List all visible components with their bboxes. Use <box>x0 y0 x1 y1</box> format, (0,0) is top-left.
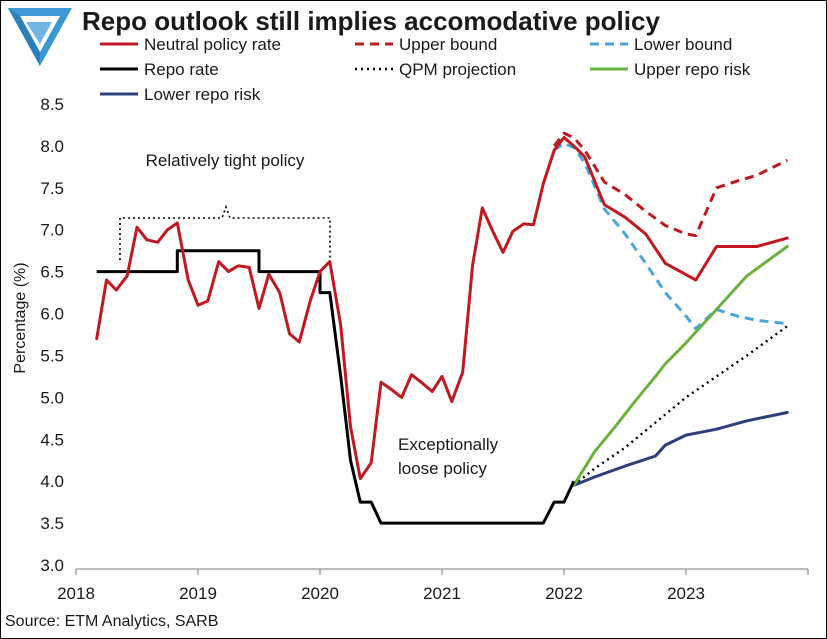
y-tick-label: 6.0 <box>40 305 64 324</box>
y-tick-label: 5.5 <box>40 346 64 365</box>
legend-item-upper_risk: Upper repo risk <box>590 60 751 79</box>
y-tick-label: 3.5 <box>40 514 64 533</box>
chart-title: Repo outlook still implies accomodative … <box>82 6 660 36</box>
y-tick-label: 8.5 <box>40 95 64 114</box>
logo-icon <box>8 8 72 66</box>
x-tick-label: 2019 <box>179 584 217 603</box>
x-tick-label: 2020 <box>301 584 339 603</box>
series-line-lower_bound <box>553 141 788 331</box>
legend-label-repo: Repo rate <box>144 60 219 79</box>
series-line-repo <box>96 249 576 525</box>
y-tick-label: 6.5 <box>40 263 64 282</box>
series-line-neutral <box>95 136 789 481</box>
x-tick-label: 2023 <box>667 584 705 603</box>
annotation-loose: loose policy <box>398 459 487 478</box>
series-line-upper_bound <box>553 131 788 238</box>
y-tick-label: 4.5 <box>40 430 64 449</box>
legend-item-qpm: QPM projection <box>355 60 516 79</box>
legend-item-upper_bound: Upper bound <box>355 35 497 54</box>
legend-label-lower_bound: Lower bound <box>634 35 732 54</box>
legend-item-lower_risk: Lower repo risk <box>100 85 261 104</box>
series-line-upper_risk <box>572 245 789 487</box>
x-tick-label: 2018 <box>57 584 95 603</box>
x-tick-label: 2022 <box>545 584 583 603</box>
legend: Neutral policy rate Upper bound Lower boun… <box>100 35 751 104</box>
series-layer <box>95 131 789 525</box>
legend-label-qpm: QPM projection <box>399 60 516 79</box>
legend-label-upper_risk: Upper repo risk <box>634 60 751 79</box>
y-tick-label: 7.0 <box>40 221 64 240</box>
series-line-qpm <box>573 325 789 487</box>
x-tick-label: 2021 <box>423 584 461 603</box>
series-line-lower_risk <box>572 411 789 487</box>
y-axis-label: Percentage (%) <box>12 262 29 373</box>
source-note: Source: ETM Analytics, SARB <box>5 613 218 630</box>
annotation-loose: Exceptionally <box>398 435 499 454</box>
y-tick-label: 3.0 <box>40 556 64 575</box>
legend-item-repo: Repo rate <box>100 60 219 79</box>
axes: 3.0 3.5 4.0 4.5 5.0 5.5 6.0 6.5 7.0 7.5 8.0 8.5 2018… <box>40 95 809 603</box>
legend-label-neutral: Neutral policy rate <box>144 35 281 54</box>
legend-item-lower_bound: Lower bound <box>590 35 732 54</box>
annotation-layer: Relatively tight policy Exceptionally loos… <box>119 151 499 478</box>
legend-label-upper_bound: Upper bound <box>399 35 497 54</box>
tight-policy-bracket <box>119 204 331 260</box>
y-tick-label: 4.0 <box>40 472 64 491</box>
legend-item-neutral: Neutral policy rate <box>100 35 281 54</box>
y-tick-label: 7.5 <box>40 179 64 198</box>
y-tick-label: 5.0 <box>40 388 64 407</box>
legend-label-lower_risk: Lower repo risk <box>144 85 261 104</box>
annotation-tight: Relatively tight policy <box>146 151 305 170</box>
y-tick-label: 8.0 <box>40 137 64 156</box>
